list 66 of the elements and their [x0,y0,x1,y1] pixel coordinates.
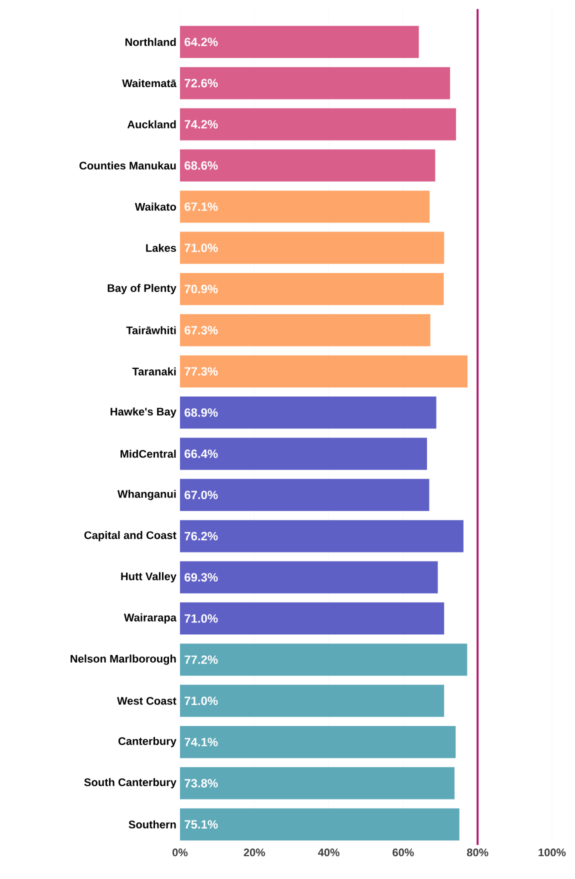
data-label: 67.1% [184,202,218,211]
bar [180,561,438,594]
data-label: 67.0% [184,490,218,500]
y-tick-label: Lakes [146,244,176,252]
data-label: 74.1% [184,738,218,746]
bar [180,149,436,182]
data-label: 68.9% [184,408,218,417]
bar [180,726,456,758]
bar [180,396,436,429]
x-tick-label: 0% [172,848,188,856]
y-tick-label: South Canterbury [84,778,176,788]
bar [180,26,419,58]
data-label: 70.9% [184,284,218,294]
x-tick-label: 40% [318,848,340,856]
data-label: 75.1% [184,820,218,829]
data-label: 71.0% [184,244,218,252]
bar [180,478,430,512]
bar [180,684,444,717]
bar [180,644,468,676]
bar [180,520,464,552]
bar [180,232,444,264]
x-tick-label: 20% [244,848,266,856]
data-label: 77.2% [184,655,218,664]
x-tick-label: 80% [466,848,488,856]
y-tick-label: Taranaki [132,367,176,376]
data-label: 74.2% [184,120,218,129]
y-tick-label: Hutt Valley [121,572,176,582]
data-label: 73.8% [184,778,218,788]
data-label: 71.0% [184,614,218,623]
data-label: 77.3% [184,367,218,376]
bar [180,67,450,100]
bar [180,602,444,635]
data-label: 67.3% [184,326,218,334]
data-label: 71.0% [184,696,218,706]
bar [180,190,430,223]
bar [180,767,455,800]
y-tick-label: Whanganui [117,490,176,500]
x-tick-label: 100% [538,848,566,856]
y-tick-label: Capital and Coast [84,531,176,542]
y-tick-label: Southern [128,820,176,828]
bar [180,108,456,140]
data-label: 72.6% [184,78,218,88]
data-label: 64.2% [184,38,218,46]
bar [180,355,468,388]
x-tick-label: 60% [392,848,414,856]
y-tick-label: MidCentral [120,450,176,458]
y-tick-label: Northland [125,38,176,46]
bar [180,314,430,346]
y-tick-label: Counties Manukau [80,161,176,170]
y-tick-label: Bay of Plenty [108,284,176,294]
bar [180,808,460,840]
bar [180,438,428,470]
bar [180,272,444,306]
y-tick-label: Hawke's Bay [110,407,176,418]
data-label: 66.4% [184,450,218,458]
y-tick-label: Waikato [134,202,176,211]
data-label: 68.6% [184,161,218,170]
y-tick-label: West Coast [117,696,176,705]
y-tick-label: Nelson Marlborough [70,654,176,665]
y-tick-label: Auckland [127,120,176,128]
data-label: 76.2% [184,532,218,540]
data-label: 69.3% [184,573,218,582]
y-tick-label: Tairāwhiti [126,326,176,334]
y-tick-label: Wairarapa [124,613,177,624]
y-tick-label: Waitematā [122,79,177,88]
y-tick-label: Canterbury [118,736,176,748]
